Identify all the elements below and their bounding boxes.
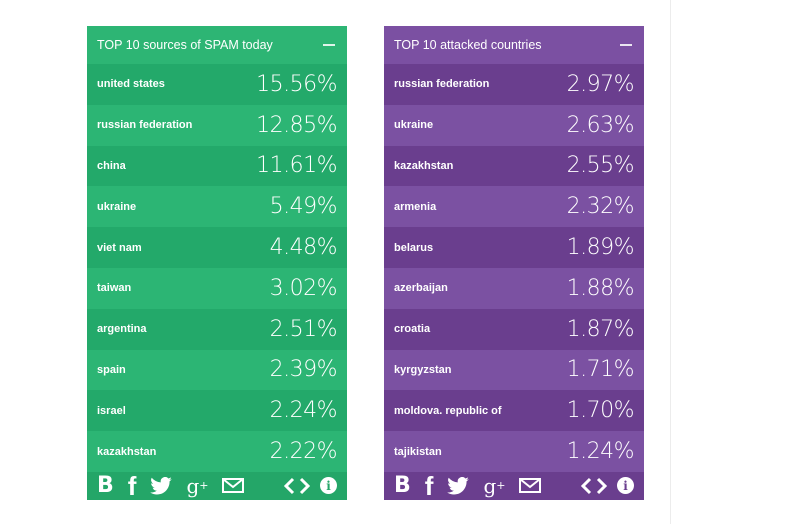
list-item: argentina 2.51%: [87, 308, 347, 350]
widget-title: TOP 10 attacked countries: [394, 38, 542, 52]
widget-header: TOP 10 attacked countries: [384, 26, 644, 64]
twitter-icon[interactable]: [447, 476, 470, 495]
list-item: kazakhstan 2.55%: [384, 145, 644, 187]
ranking-list: russian federation 2.97% ukraine 2.63% k…: [384, 64, 644, 472]
percentage-value: 2.55%: [566, 153, 635, 179]
list-item: ukraine 5.49%: [87, 186, 347, 228]
google-plus-icon[interactable]: g +: [186, 473, 209, 498]
country-name: argentina: [97, 323, 147, 336]
percentage-value: 1.88%: [566, 275, 635, 301]
list-item: belarus 1.89%: [384, 227, 644, 268]
blogger-icon[interactable]: B: [394, 472, 411, 498]
country-name: taiwan: [97, 282, 132, 295]
percentage-value: 5.49%: [269, 194, 338, 220]
percentage-value: 2.22%: [269, 439, 338, 465]
percentage-value: 1.70%: [566, 398, 635, 424]
country-name: ukraine: [394, 119, 434, 132]
percentage-value: 2.39%: [269, 357, 338, 383]
percentage-value: 1.87%: [566, 316, 635, 342]
percentage-value: 2.63%: [566, 112, 635, 138]
list-item: russian federation 12.85%: [87, 104, 347, 146]
list-item: united states 15.56%: [87, 64, 347, 105]
list-item: armenia 2.32%: [384, 186, 644, 228]
country-name: ukraine: [97, 200, 137, 213]
list-item: russian federation 2.97%: [384, 64, 644, 105]
minimize-icon[interactable]: [323, 44, 335, 46]
share-toolbar: B f g + i: [87, 470, 347, 501]
list-item: china 11.61%: [87, 145, 347, 187]
widget-title: TOP 10 sources of SPAM today: [97, 38, 273, 52]
ranking-list: united states 15.56% russian federation …: [87, 64, 347, 472]
percentage-value: 2.24%: [269, 398, 338, 424]
blogger-icon[interactable]: B: [97, 472, 114, 498]
widget-header: TOP 10 sources of SPAM today: [87, 26, 347, 64]
country-name: united states: [97, 78, 165, 91]
email-icon[interactable]: [519, 478, 542, 494]
percentage-value: 12.85%: [256, 112, 337, 138]
email-icon[interactable]: [222, 478, 245, 494]
country-name: tajikistan: [394, 445, 442, 458]
list-item: ukraine 2.63%: [384, 104, 644, 146]
list-item: azerbaijan 1.88%: [384, 267, 644, 309]
country-name: russian federation: [394, 78, 490, 91]
percentage-value: 1.71%: [566, 357, 635, 383]
country-name: armenia: [394, 200, 437, 213]
country-name: spain: [97, 363, 126, 376]
embed-code-icon[interactable]: [284, 477, 310, 495]
country-name: kazakhstan: [97, 445, 157, 458]
country-name: china: [97, 159, 126, 172]
country-name: moldova. republic of: [394, 404, 502, 417]
country-name: croatia: [394, 323, 431, 336]
percentage-value: 4.48%: [269, 235, 338, 261]
list-item: israel 2.24%: [87, 390, 347, 432]
list-item: moldova. republic of 1.70%: [384, 390, 644, 432]
country-name: russian federation: [97, 119, 193, 132]
percentage-value: 1.89%: [566, 235, 635, 261]
list-item: kazakhstan 2.22%: [87, 431, 347, 472]
list-item: spain 2.39%: [87, 349, 347, 391]
percentage-value: 1.24%: [566, 439, 635, 465]
list-item: kyrgyzstan 1.71%: [384, 349, 644, 391]
google-plus-icon[interactable]: g +: [483, 473, 506, 498]
list-item: croatia 1.87%: [384, 308, 644, 350]
list-item: taiwan 3.02%: [87, 267, 347, 309]
percentage-value: 2.51%: [269, 316, 338, 342]
twitter-icon[interactable]: [150, 476, 173, 495]
info-icon[interactable]: i: [617, 477, 634, 495]
list-item: tajikistan 1.24%: [384, 431, 644, 472]
country-name: viet nam: [97, 241, 142, 254]
percentage-value: 2.97%: [566, 71, 635, 97]
country-name: azerbaijan: [394, 282, 448, 295]
facebook-icon[interactable]: f: [127, 470, 137, 501]
list-item: viet nam 4.48%: [87, 227, 347, 268]
divider: [670, 0, 671, 524]
percentage-value: 15.56%: [256, 71, 337, 97]
country-name: belarus: [394, 241, 434, 254]
share-toolbar: B f g + i: [384, 470, 644, 501]
country-name: israel: [97, 404, 126, 417]
embed-code-icon[interactable]: [581, 477, 607, 495]
percentage-value: 3.02%: [269, 275, 338, 301]
country-name: kyrgyzstan: [394, 363, 452, 376]
percentage-value: 2.32%: [566, 194, 635, 220]
country-name: kazakhstan: [394, 159, 454, 172]
attacked-countries-widget: TOP 10 attacked countries russian federa…: [384, 26, 644, 500]
percentage-value: 11.61%: [256, 153, 337, 179]
info-icon[interactable]: i: [320, 477, 337, 495]
spam-sources-widget: TOP 10 sources of SPAM today united stat…: [87, 26, 347, 500]
minimize-icon[interactable]: [620, 44, 632, 46]
facebook-icon[interactable]: f: [424, 470, 434, 501]
